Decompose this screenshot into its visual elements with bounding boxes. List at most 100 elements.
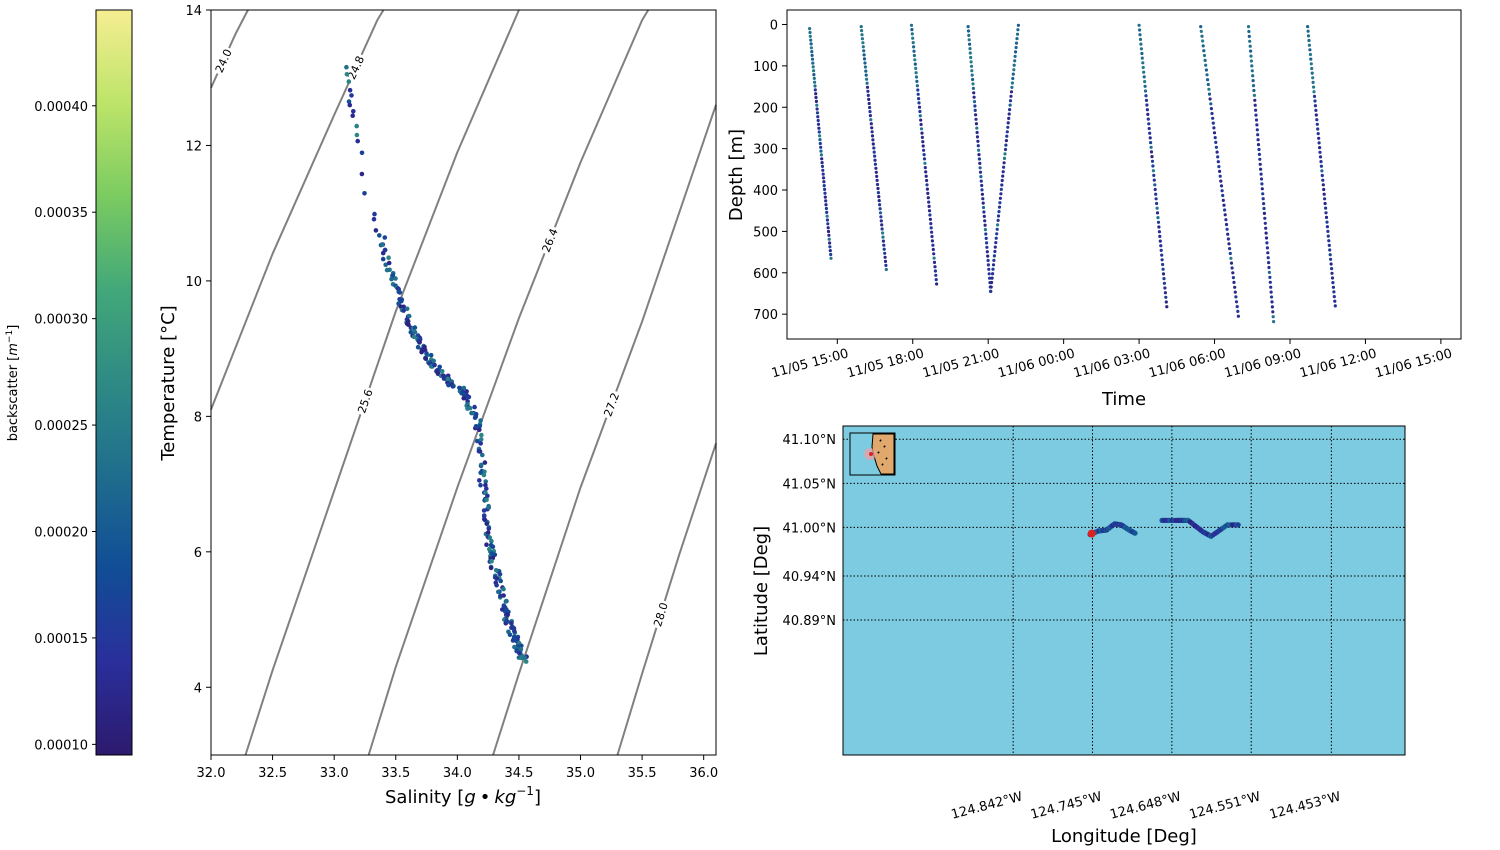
depth-point [820,161,824,165]
depth-point [1328,253,1332,257]
map-ocean [842,425,1406,756]
depth-point [1202,49,1206,53]
depth-point [1227,242,1231,246]
depth-point [825,214,829,218]
depth-point [996,214,1001,218]
depth-point [983,228,988,232]
depth-point [985,241,989,245]
depth-point [823,195,827,199]
ts-point [354,123,360,129]
depth-point [987,272,991,276]
ts-point [505,619,510,624]
depth-point [980,192,985,196]
depth-point [923,161,927,165]
ts-point [384,267,390,273]
depth-point [1255,128,1259,132]
depth-point [817,126,821,130]
ts-point [371,216,377,222]
depth-point [972,95,976,99]
depth-point [967,38,971,42]
ts-point [487,535,493,540]
depth-point [1263,221,1267,225]
depth-point [1259,172,1263,176]
ts-point [346,79,352,84]
depth-point [973,104,977,108]
depth-point [1316,132,1320,136]
depth-point [915,84,920,88]
depth-point [861,45,865,49]
ts-point [412,329,418,335]
ts-point [464,389,469,394]
depth-point [1272,320,1276,324]
depth-point [1013,54,1017,59]
depth-point [879,219,883,223]
depth-point [1315,118,1319,122]
depth-point [1271,310,1275,314]
dt-ytick-label: 100 [753,60,778,75]
depth-point [1229,261,1234,265]
depth-point [966,25,970,29]
depth-point [1252,88,1256,93]
depth-point [1016,23,1021,27]
depth-point [1264,226,1268,230]
ts-ytick-label: 6 [194,546,202,561]
depth-point [987,267,991,271]
depth-point [918,109,922,114]
ts-xtick-label: 35.0 [566,766,595,781]
ts-point [502,609,508,614]
depth-point [967,33,971,38]
depth-point [1254,108,1258,112]
depth-point [816,118,820,123]
depth-point [867,97,871,101]
depth-point [1013,59,1017,63]
depth-point [868,114,873,118]
ts-ytick-label: 14 [185,4,202,19]
depth-point [1141,61,1145,65]
depth-point [1262,202,1266,206]
depth-point [1321,178,1325,182]
depth-point [1254,113,1258,117]
depth-point [827,233,831,237]
depth-point [927,204,931,208]
depth-point [865,77,869,81]
depth-point [932,252,936,256]
depth-point [863,65,868,69]
ts-point [504,598,509,604]
depth-point [1312,94,1317,98]
depth-point [1228,247,1232,251]
depth-point [1150,159,1155,163]
depth-point [1144,98,1149,102]
dt-xtick-label: 11/06 12:00 [1298,346,1378,381]
depth-point [1255,123,1259,127]
depth-point [1331,281,1335,285]
depth-point [1234,295,1238,299]
depth-point [810,53,814,58]
depth-point [990,276,994,280]
depth-point [1258,162,1262,166]
depth-point [875,178,879,182]
depth-point [1160,258,1164,262]
depth-point [825,210,829,214]
depth-point [816,122,821,126]
depth-point [981,201,985,205]
depth-point [929,226,933,230]
depth-point [980,188,984,192]
depth-point [1146,112,1150,116]
depth-point [1250,64,1254,68]
depth-point [1147,126,1151,131]
depth-point [1324,206,1328,210]
dt-xtick-label: 11/06 00:00 [996,346,1076,381]
depth-point [1148,131,1152,135]
depth-point [1164,300,1168,304]
isopycnal-label: 24.0 [213,47,235,75]
depth-point [1249,59,1253,63]
depth-point [826,226,830,230]
depth-point [1210,111,1214,116]
depth-point [878,211,883,215]
depth-point [1330,267,1334,271]
depth-point [1159,244,1163,248]
depth-point [989,285,993,289]
depth-point [1218,169,1222,173]
depth-point [1225,227,1229,231]
depth-point [868,110,872,114]
